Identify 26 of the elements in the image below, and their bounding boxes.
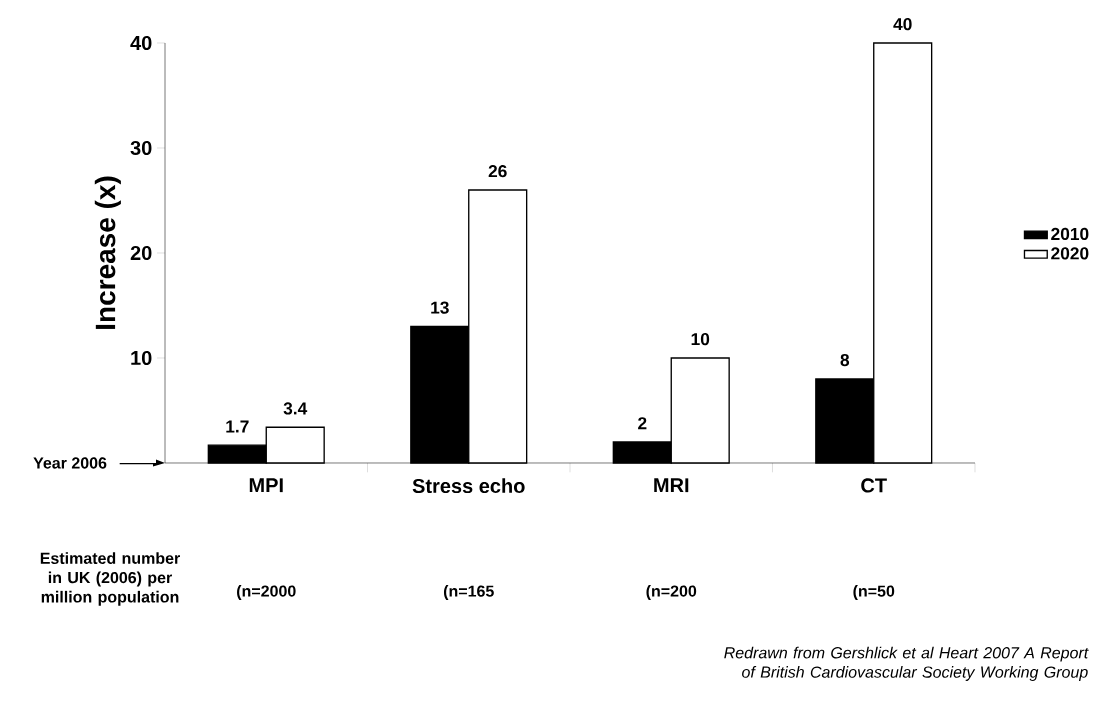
x-tick-label: Stress echo: [412, 478, 525, 494]
x-tick-label: MPI: [249, 478, 283, 493]
data-label: 3.4: [283, 402, 308, 415]
y-tick-label: 30: [130, 140, 152, 156]
text: (n=165: [443, 585, 494, 600]
x-tick-label: MRI: [654, 478, 689, 493]
text: (n=200: [646, 585, 697, 600]
legend-label: 2010: [1051, 227, 1089, 241]
data-label: 10: [691, 333, 710, 346]
text: Year 2006: [33, 457, 107, 469]
x-tick-label: CT: [861, 478, 887, 493]
data-label: 13: [431, 301, 449, 314]
text: (n=2000: [237, 585, 296, 600]
text: Estimated number in UK (2006) per million population: [40, 552, 180, 606]
text: Redrawn from Gershlick et al Heart 2007 A Report of British Cardiovascular Society Working Group: [724, 646, 1089, 681]
data-label: 2: [638, 417, 647, 430]
legend-label: 2020: [1051, 247, 1089, 260]
y-axis-title: Increase (x): [94, 176, 121, 329]
y-tick-label: 20: [130, 245, 152, 261]
text: (n=50: [853, 585, 895, 600]
data-label: 40: [893, 18, 912, 31]
data-label: 26: [488, 165, 507, 178]
y-tick-label: 10: [131, 350, 152, 366]
data-label: 1.7: [226, 420, 249, 433]
data-label: 8: [840, 354, 850, 367]
y-tick-label: 40: [130, 35, 152, 51]
